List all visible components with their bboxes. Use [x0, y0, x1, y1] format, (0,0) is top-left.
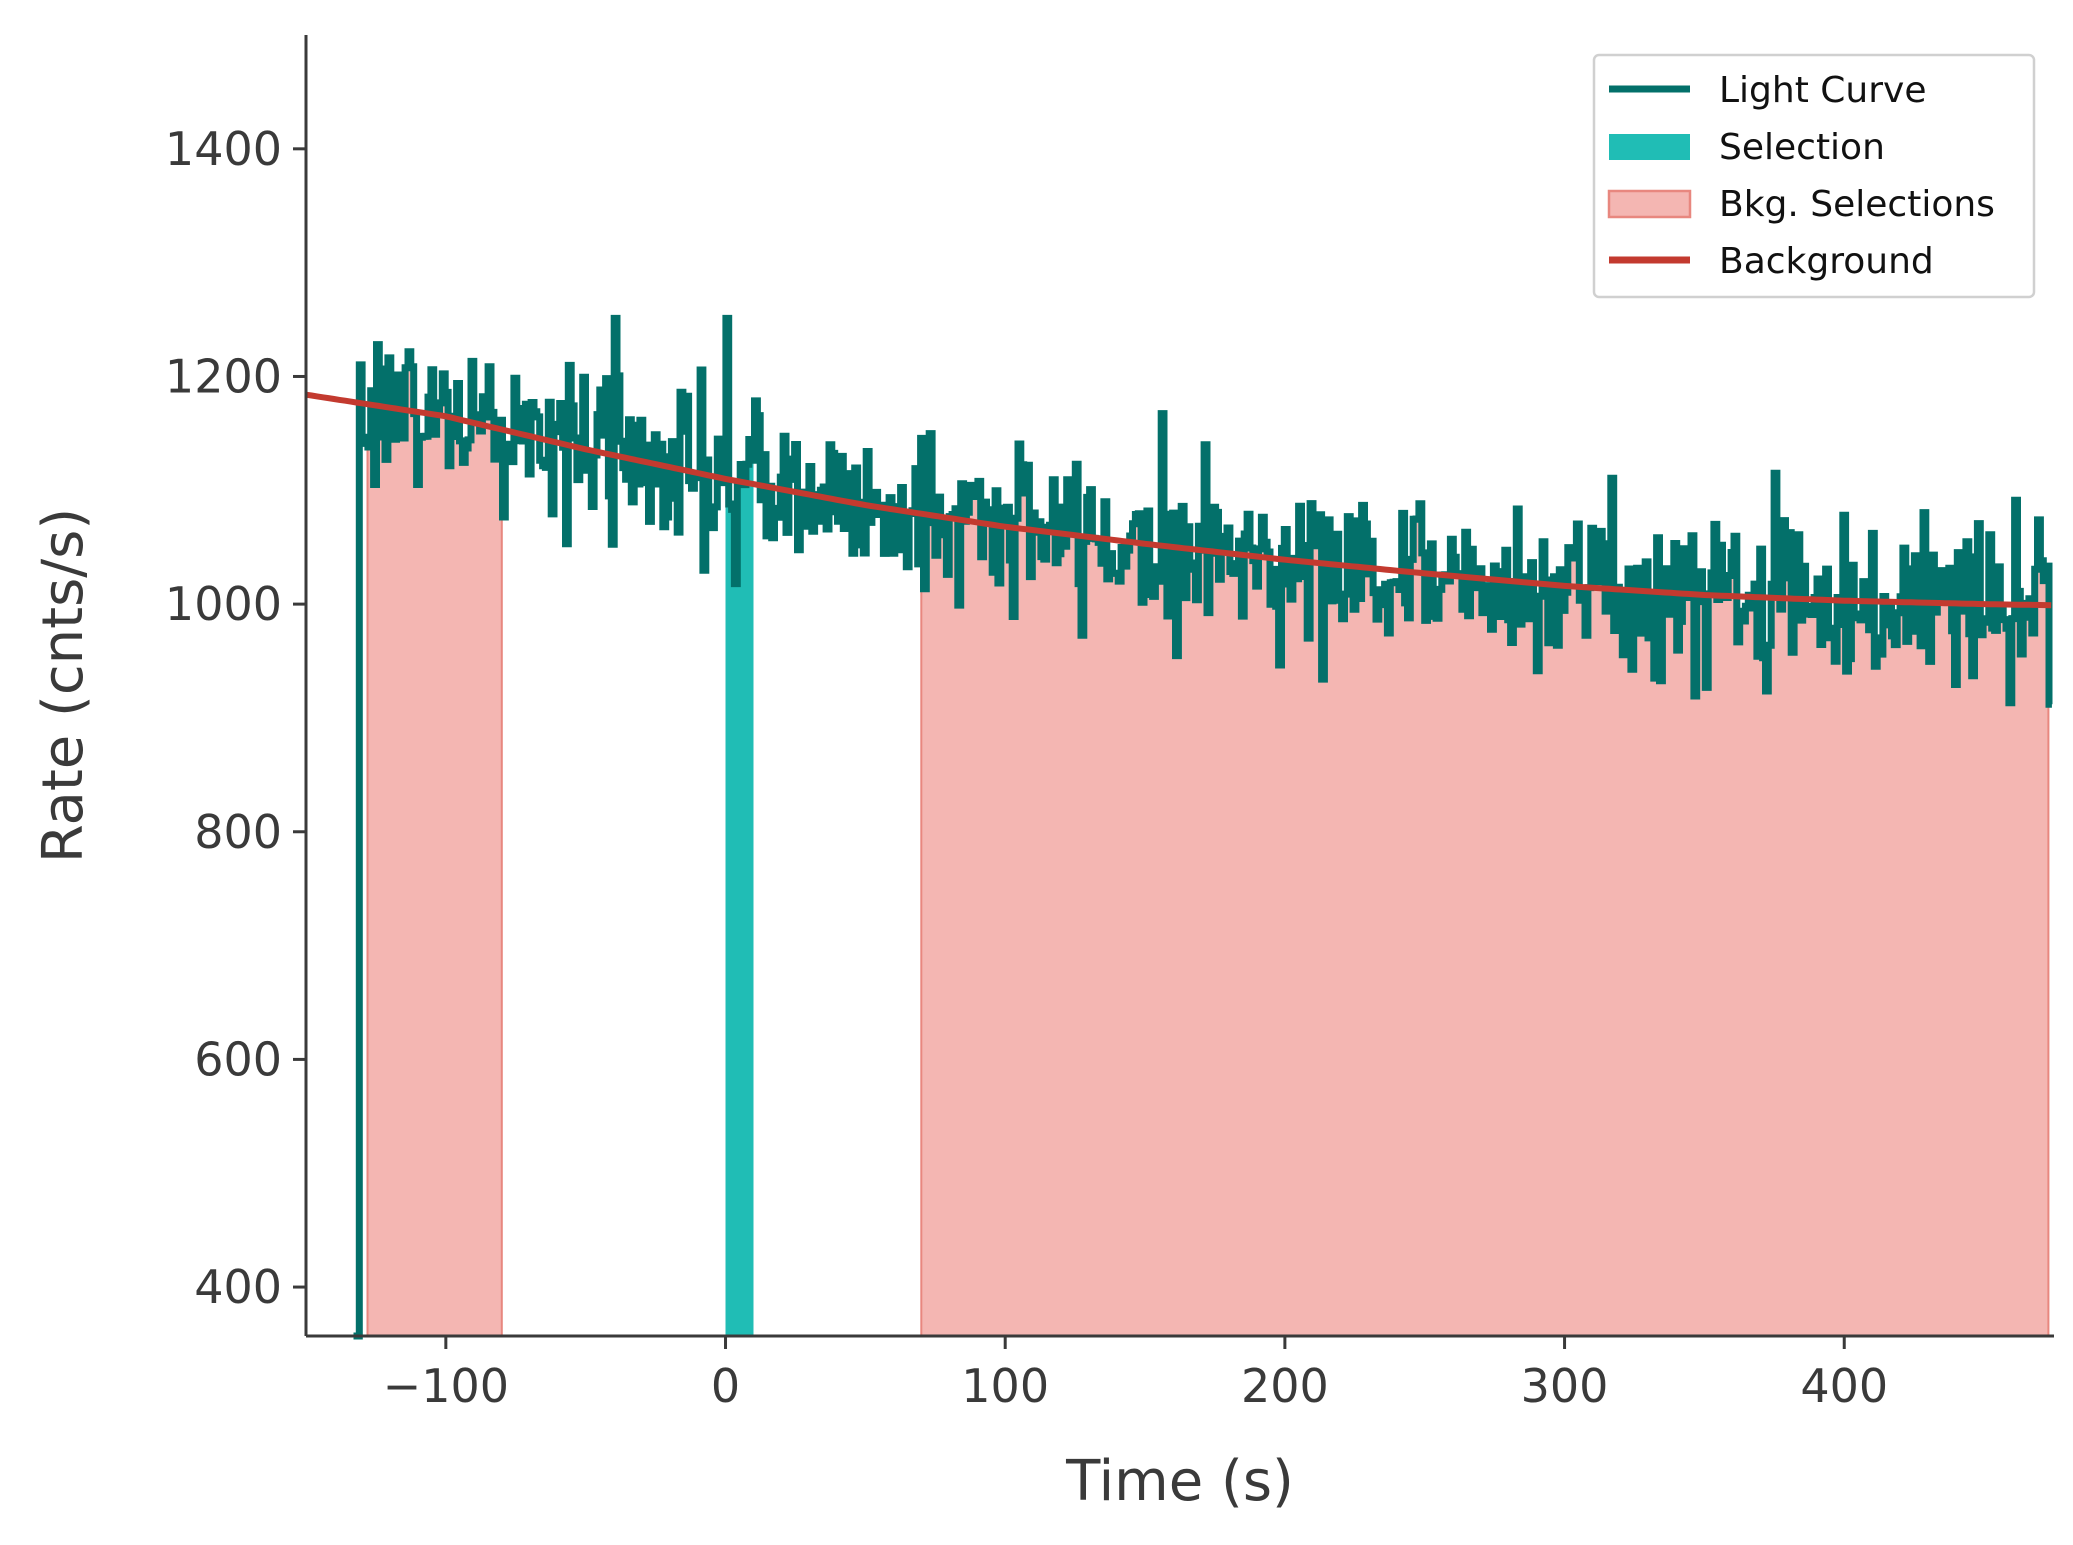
- legend: Light Curve Selection Bkg. Selections Backg…: [1592, 53, 2036, 299]
- x-tick-label: 100: [961, 1359, 1049, 1413]
- legend-entry: Light Curve: [1609, 70, 1927, 111]
- x-tick-label: 0: [711, 1359, 740, 1413]
- legend-label: Light Curve: [1719, 70, 1927, 111]
- y-tick-label: 1200: [165, 349, 282, 403]
- background-model-line: [305, 391, 2052, 609]
- x-tick-label: 300: [1521, 1359, 1609, 1413]
- y-tick-label: 1000: [165, 577, 282, 631]
- y-tick-label: 800: [194, 805, 282, 859]
- legend-swatch-patch: [1609, 134, 1690, 160]
- legend-label: Selection: [1719, 127, 1885, 168]
- bkg-selection-region-1: [366, 343, 503, 1337]
- y-tick-label: 600: [194, 1032, 282, 1086]
- y-axis-label: Rate (cnts/s): [31, 508, 96, 863]
- legend-label: Bkg. Selections: [1719, 184, 1995, 225]
- legend-box: [1592, 53, 2036, 299]
- x-axis-label: Time (s): [1065, 1449, 1294, 1514]
- y-tick-label: 1400: [165, 122, 282, 176]
- legend-entry: Background: [1609, 241, 1934, 282]
- y-tick-label: 400: [194, 1260, 282, 1314]
- legend-entry: Selection: [1609, 127, 1885, 168]
- x-tick-label: 200: [1241, 1359, 1329, 1413]
- legend-label: Background: [1719, 241, 1934, 282]
- bkg-selection-layer: [366, 343, 2050, 1337]
- axes-layer: 400 600 800 1000 1200 1400 −100 0 100 200 300 400: [165, 35, 2054, 1413]
- x-tick-label: 400: [1800, 1359, 1888, 1413]
- x-tick-label: −100: [383, 1359, 509, 1413]
- legend-swatch-patch: [1607, 189, 1692, 219]
- background-model-layer: [305, 391, 2052, 609]
- bkg-selection-region-2: [920, 412, 2050, 1337]
- legend-entry: Bkg. Selections: [1607, 184, 1995, 225]
